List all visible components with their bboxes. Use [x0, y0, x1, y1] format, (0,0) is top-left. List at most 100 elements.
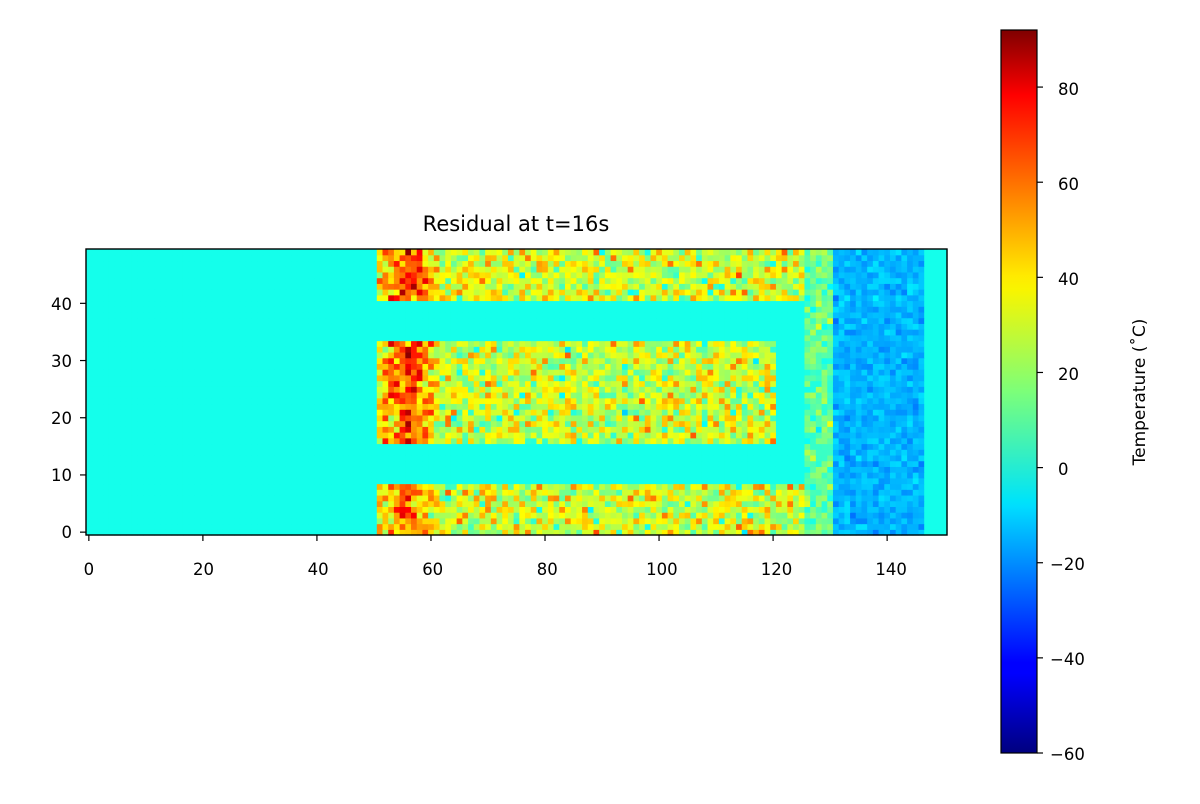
heatmap-cell — [399, 420, 406, 427]
heatmap-cell — [525, 392, 532, 399]
heatmap-cell — [296, 386, 304, 393]
heatmap-cell — [627, 414, 634, 422]
heatmap-cell — [815, 460, 823, 467]
heatmap-cell — [593, 529, 600, 536]
heatmap-cell — [753, 409, 760, 416]
heatmap-cell — [918, 426, 925, 433]
heatmap-cell — [182, 374, 190, 382]
heatmap-cell — [188, 380, 195, 387]
heatmap-cell — [456, 443, 463, 450]
heatmap-cell — [439, 357, 446, 364]
heatmap-cell — [815, 357, 823, 364]
heatmap-cell — [621, 449, 629, 456]
heatmap-cell — [239, 392, 247, 399]
heatmap-cell — [165, 477, 173, 485]
heatmap-cell — [912, 500, 920, 507]
heatmap-cell — [850, 489, 857, 496]
heatmap-cell — [314, 494, 321, 502]
heatmap-cell — [758, 443, 766, 450]
heatmap-cell — [798, 409, 806, 416]
heatmap-cell — [696, 420, 703, 427]
heatmap-cell — [496, 369, 503, 376]
heatmap-cell — [730, 489, 737, 496]
heatmap-cell — [200, 529, 207, 536]
heatmap-cell — [559, 506, 566, 513]
heatmap-cell — [798, 517, 806, 525]
heatmap-cell — [285, 443, 292, 450]
heatmap-cell — [627, 489, 634, 496]
heatmap-cell — [120, 449, 127, 456]
heatmap-cell — [462, 351, 469, 359]
heatmap-cell — [234, 500, 241, 507]
heatmap-cell — [736, 460, 743, 467]
heatmap-cell — [736, 500, 743, 507]
heatmap-cell — [633, 472, 640, 479]
heatmap-cell — [296, 483, 304, 490]
heatmap-cell — [108, 466, 116, 473]
heatmap-cell — [701, 357, 709, 364]
heatmap-cell — [296, 460, 304, 467]
heatmap-cell — [736, 489, 743, 496]
heatmap-cell — [228, 454, 235, 462]
heatmap-cell — [861, 477, 868, 485]
heatmap-cell — [832, 437, 840, 445]
heatmap-cell — [154, 500, 161, 507]
heatmap-cell — [753, 489, 760, 496]
heatmap-cell — [804, 472, 811, 479]
heatmap-cell — [878, 449, 885, 456]
heatmap-cell — [889, 523, 897, 530]
heatmap-cell — [137, 403, 144, 410]
heatmap-cell — [120, 363, 127, 370]
heatmap-cell — [182, 494, 190, 502]
heatmap-cell — [439, 437, 446, 445]
heatmap-cell — [279, 449, 287, 456]
heatmap-cell — [924, 506, 931, 513]
heatmap-cell — [245, 477, 252, 485]
heatmap-cell — [542, 432, 549, 439]
heatmap-cell — [627, 403, 634, 410]
heatmap-cell — [274, 437, 281, 445]
heatmap-cell — [496, 363, 503, 370]
heatmap-cell — [844, 454, 851, 462]
heatmap-cell — [428, 494, 435, 502]
heatmap-cell — [422, 454, 429, 462]
heatmap-cell — [103, 397, 110, 405]
heatmap-cell — [838, 397, 845, 405]
heatmap-cell — [388, 374, 395, 382]
heatmap-cell — [496, 426, 503, 433]
heatmap-cell — [131, 351, 138, 359]
heatmap-cell — [205, 351, 213, 359]
heatmap-cell — [274, 392, 281, 399]
heatmap-cell — [821, 426, 828, 433]
heatmap-cell — [371, 409, 378, 416]
heatmap-cell — [120, 523, 127, 530]
heatmap-cell — [536, 506, 543, 513]
heatmap-cell — [148, 374, 156, 382]
heatmap-cell — [485, 426, 492, 433]
heatmap-cell — [542, 523, 549, 530]
heatmap-cell — [781, 529, 788, 536]
heatmap-cell — [673, 369, 680, 376]
heatmap-cell — [348, 426, 355, 433]
heatmap-cell — [393, 397, 401, 405]
heatmap-cell — [257, 489, 264, 496]
heatmap-cell — [621, 397, 629, 405]
heatmap-cell — [114, 380, 121, 387]
heatmap-cell — [872, 351, 880, 359]
heatmap-cell — [314, 529, 321, 536]
heatmap-cell — [793, 494, 800, 502]
heatmap-cell — [815, 420, 823, 427]
heatmap-cell — [718, 369, 726, 376]
heatmap-cell — [342, 369, 349, 376]
heatmap-cell — [536, 477, 543, 485]
heatmap-cell — [724, 460, 731, 467]
heatmap-cell — [827, 374, 834, 382]
heatmap-cell — [325, 351, 332, 359]
heatmap-cell — [125, 403, 133, 410]
heatmap-cell — [137, 346, 144, 353]
heatmap-cell — [376, 454, 384, 462]
heatmap-cell — [148, 466, 156, 473]
heatmap-cell — [388, 477, 395, 485]
heatmap-cell — [633, 477, 640, 485]
heatmap-cell — [257, 392, 264, 399]
